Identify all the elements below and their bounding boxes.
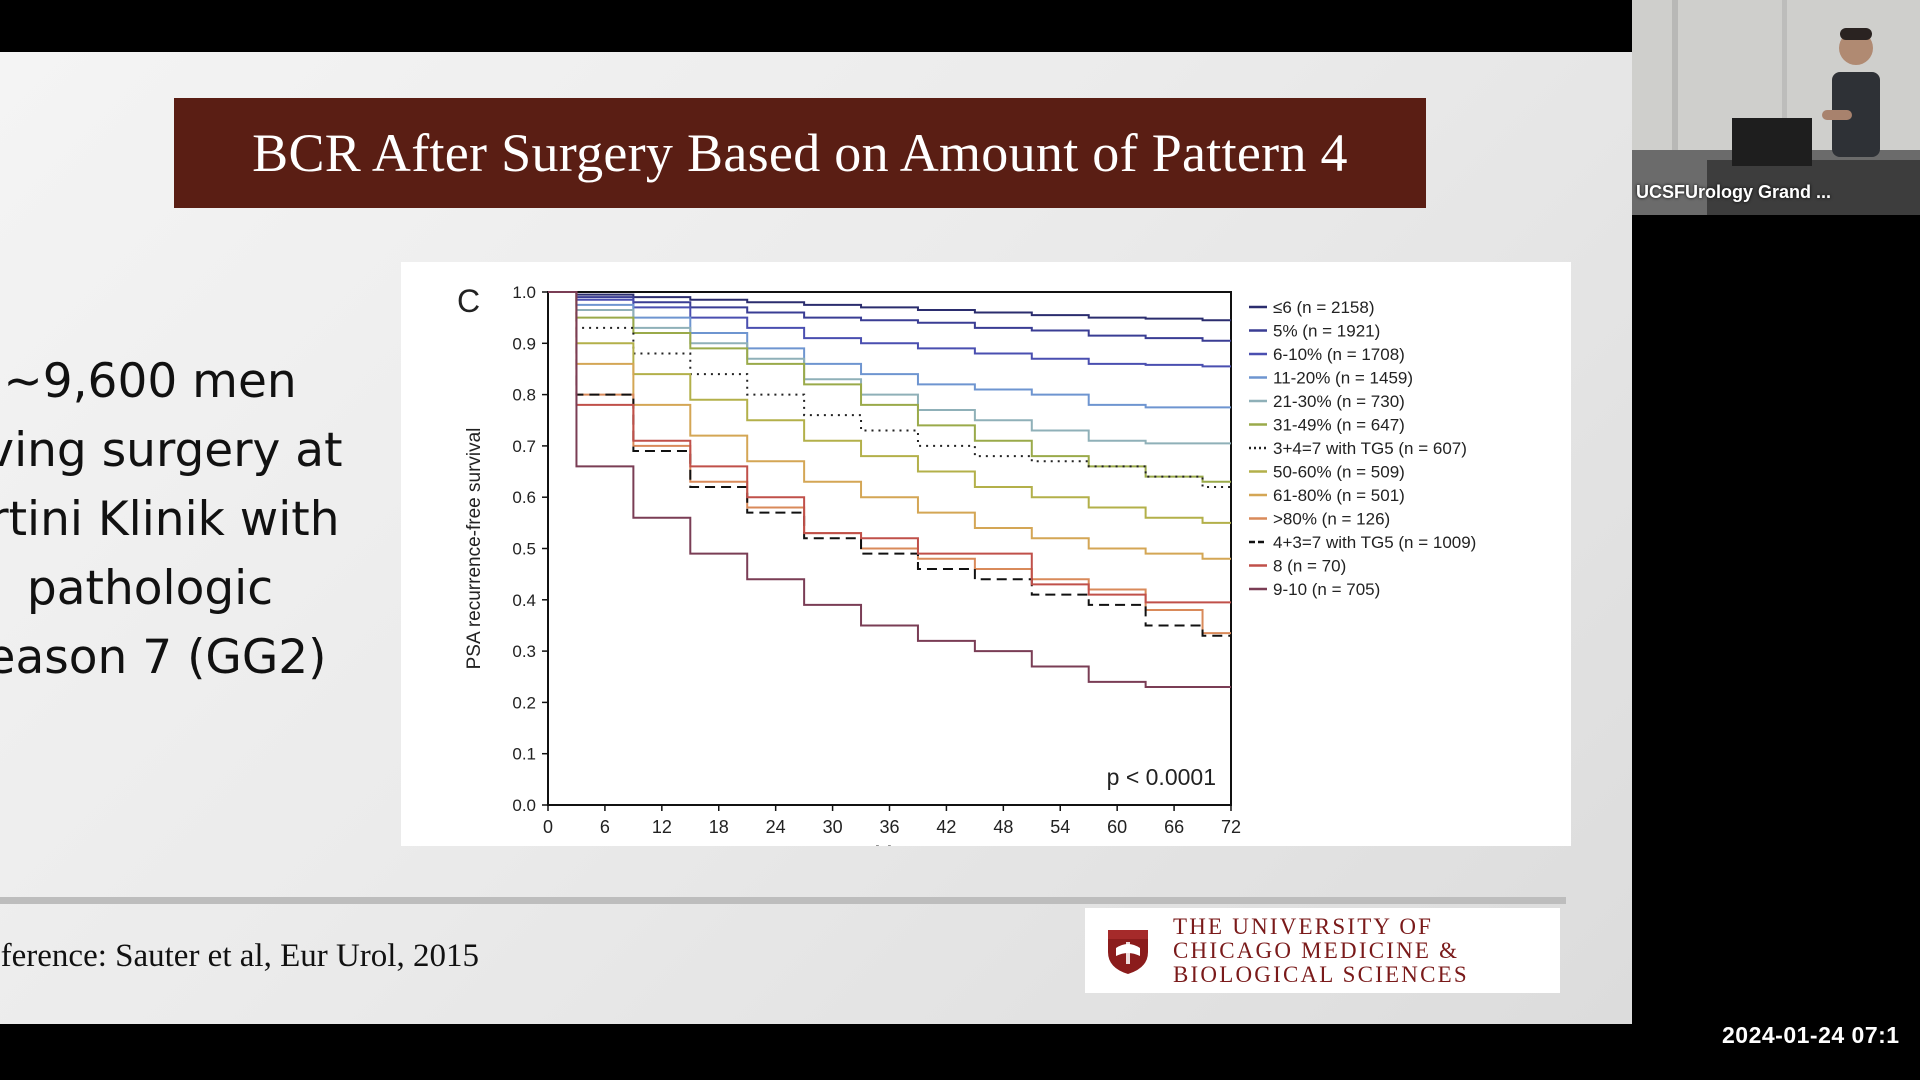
x-tick-label: 30 [823,817,843,837]
logo-wordmark: THE UNIVERSITY OF CHICAGO MEDICINE & BIO… [1173,913,1469,987]
x-tick-label: 12 [652,817,672,837]
legend-entry: 6-10% (n = 1708) [1273,345,1405,364]
y-tick-label: 0.7 [512,437,536,456]
x-tick-label: 0 [543,817,553,837]
x-tick-label: 48 [993,817,1013,837]
series-line [548,291,1231,524]
survival-chart: 0.0 0.1 0.2 0.3 0.4 0.5 0.6 0.7 0.8 0.9 1.0 0 6 12 18 2… [457,283,1476,846]
x-tick-label: 24 [766,817,786,837]
x-tick-label: 66 [1164,817,1184,837]
legend-entry: 11-20% (n = 1459) [1273,369,1413,388]
left-text-line: pathologic [26,561,274,616]
legend-entry: 61-80% (n = 501) [1273,486,1405,505]
presentation-slide: BCR After Surgery Based on Amount of Pat… [0,52,1632,1024]
slide-left-text: ~9,600 men aving surgery at artini Klini… [0,347,440,692]
y-tick-label: 0.5 [512,540,536,559]
legend-entry: 3+4=7 with TG5 (n = 607) [1273,439,1467,458]
left-text-line: aving surgery at [0,423,343,478]
university-logo: THE UNIVERSITY OF CHICAGO MEDICINE & BIO… [1085,908,1560,993]
series-line [548,291,1231,322]
logo-line: THE UNIVERSITY OF [1173,913,1434,939]
panel-label: C [457,283,480,319]
series-line [548,291,1231,689]
slide-title: BCR After Surgery Based on Amount of Pat… [252,123,1348,183]
series-line [548,291,1231,342]
legend-entry: 5% (n = 1921) [1273,322,1380,341]
legend-entry: 21-30% (n = 730) [1273,392,1405,411]
left-text-line: ~9,600 men [3,354,297,409]
slide-title-banner: BCR After Surgery Based on Amount of Pat… [174,98,1426,208]
p-value-annotation: p < 0.0001 [1107,764,1216,790]
legend-entry: 50-60% (n = 509) [1273,463,1405,482]
x-tick-label: 72 [1221,817,1241,837]
series-line [548,291,1231,409]
presenter-video [1632,0,1920,215]
footer-divider [0,897,1566,904]
legend-entry: 31-49% (n = 647) [1273,416,1405,435]
y-tick-label: 0.9 [512,334,536,353]
x-axis-label: Mo [874,841,905,846]
series-line [548,291,1231,368]
x-tick-label: 6 [600,817,610,837]
webcam-participant-name: UCSFUrology Grand ... [1636,182,1832,202]
reference-citation: eference: Sauter et al, Eur Urol, 2015 [0,938,479,974]
x-tick-label: 18 [709,817,729,837]
y-tick-label: 0.4 [512,591,536,610]
y-tick-label: 1.0 [512,283,536,302]
logo-line: CHICAGO MEDICINE & [1173,937,1460,963]
x-tick-label: 54 [1050,817,1070,837]
legend-entry: 9-10 (n = 705) [1273,580,1380,599]
legend-entry: 4+3=7 with TG5 (n = 1009) [1273,533,1476,552]
webcam-tile[interactable]: UCSFUrology Grand ... [1632,0,1920,215]
legend-entry: ≤6 (n = 2158) [1273,298,1374,317]
y-tick-label: 0.6 [512,488,536,507]
y-tick-label: 0.0 [512,796,536,815]
series-line [548,291,1231,488]
left-text-line: leason 7 (GG2) [0,630,327,685]
x-tick-label: 60 [1107,817,1127,837]
x-tick-label: 36 [879,817,899,837]
x-tick-label: 42 [936,817,956,837]
y-tick-label: 0.8 [512,386,536,405]
chart-panel: 0.0 0.1 0.2 0.3 0.4 0.5 0.6 0.7 0.8 0.9 1.0 0 6 12 18 2… [401,262,1571,846]
legend-entry: 8 (n = 70) [1273,557,1346,576]
left-text-line: artini Klinik with [0,492,340,547]
series-line [548,291,1231,560]
y-tick-label: 0.2 [512,693,536,712]
y-tick-label: 0.1 [512,745,536,764]
series-line [548,291,1231,604]
university-crest-icon [1108,929,1148,974]
y-tick-label: 0.3 [512,642,536,661]
recording-timestamp: 2024-01-24 07:1 [1722,1022,1900,1048]
legend-entry: >80% (n = 126) [1273,510,1390,529]
logo-line: BIOLOGICAL SCIENCES [1173,961,1469,987]
series-line [548,291,1231,635]
y-axis-label: PSA recurrence-free survival [464,428,485,670]
series-line [548,291,1231,637]
series-line [548,291,1231,445]
